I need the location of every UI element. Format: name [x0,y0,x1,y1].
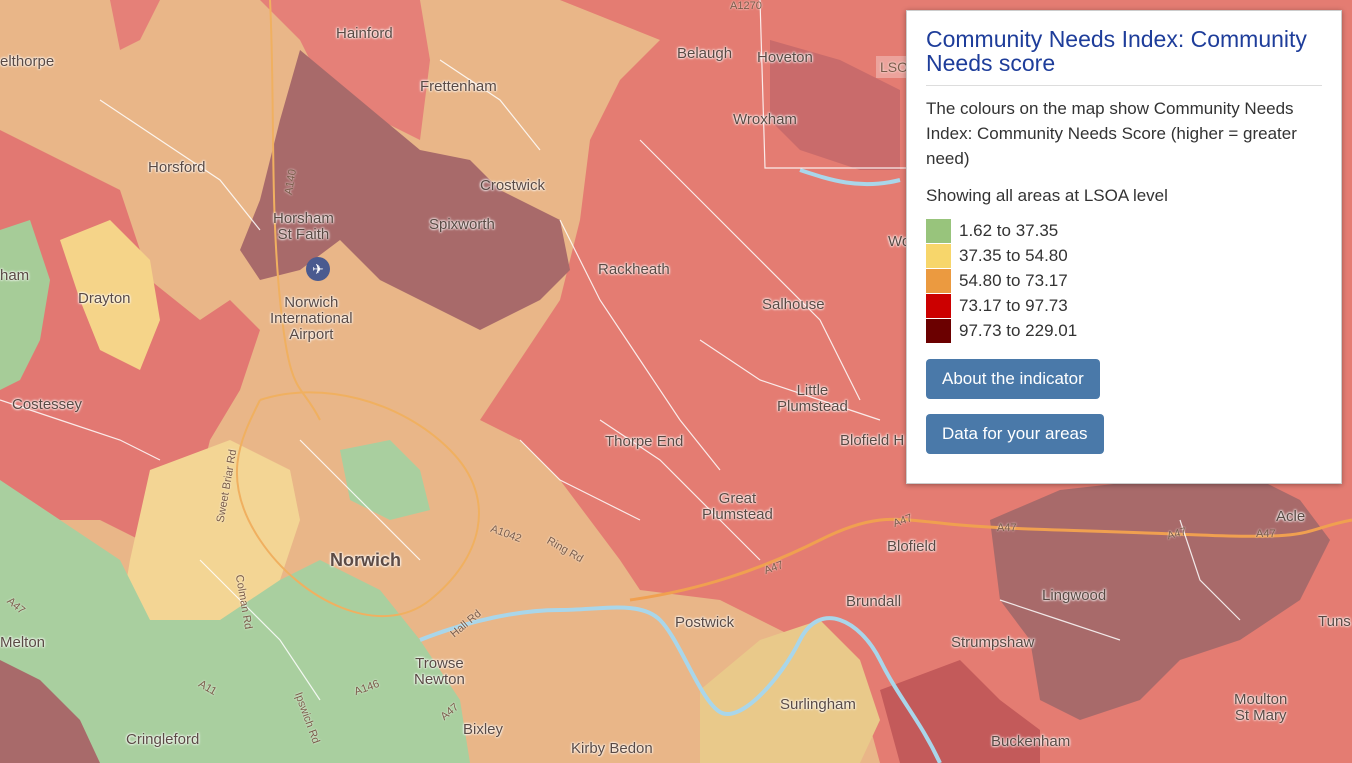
place-lingwood: Lingwood [1042,587,1107,604]
info-panel: Community Needs Index: Community Needs s… [906,10,1342,484]
place-costessey: Costessey [12,396,83,413]
place-norwich-airport: Norwich International Airport [270,294,353,343]
place-hoveton: Hoveton [757,49,813,66]
area-lingwood-dark[interactable] [990,470,1330,720]
place-surlingham: Surlingham [780,696,856,713]
place-postwick: Postwick [675,614,735,631]
area-horsham-dark[interactable] [240,50,570,330]
area-drayton-yellow[interactable] [60,220,160,370]
area-sw-dark[interactable] [0,660,100,763]
place-acle: Acle [1276,508,1306,525]
place-crostwick: Crostwick [480,177,546,194]
airport-icon: ✈ [306,257,330,281]
place-brundall: Brundall [846,593,902,610]
place-taverham: ham [0,267,30,284]
area-central-green[interactable] [340,440,430,520]
legend-swatch [926,293,951,318]
place-moulton-st-mary: Moulton St Mary [1234,691,1288,724]
legend-swatch [926,318,951,343]
panel-title: Community Needs Index: Community Needs s… [926,27,1322,86]
place-norwich: Norwich [330,550,402,570]
legend: 1.62 to 37.35 37.35 to 54.80 54.80 to 73… [926,218,1322,343]
legend-swatch [926,218,951,243]
area-nw-red-2[interactable] [110,0,160,50]
area-south-yellow[interactable] [700,620,880,763]
place-woodbastwick: Wo [888,233,911,250]
legend-label: 97.73 to 229.01 [959,320,1078,340]
place-horsham-st-faith: Horsham St Faith [273,210,334,243]
area-sw-green[interactable] [0,480,470,763]
place-wroxham: Wroxham [733,111,797,128]
place-drayton: Drayton [78,290,131,307]
area-hoveton-dark[interactable] [770,40,900,170]
place-thorpe-end: Thorpe End [605,433,684,450]
area-se-dark[interactable] [880,660,1040,763]
legend-item: 73.17 to 97.73 [926,293,1322,318]
place-melton: Melton [0,634,46,651]
place-felthorpe: elthorpe [0,53,55,70]
area-west-green[interactable] [0,220,50,390]
area-central-yellow[interactable] [120,440,300,640]
place-spixworth: Spixworth [429,216,495,233]
road-lsoa-label: LSO [876,56,913,78]
place-trowse-newton: Trowse Newton [414,655,465,688]
legend-label: 54.80 to 73.17 [959,270,1068,290]
legend-swatch [926,268,951,293]
legend-item: 97.73 to 229.01 [926,318,1322,343]
panel-showing-text: Showing all areas at LSOA level [926,186,1168,205]
place-belaugh: Belaugh [677,45,733,62]
place-cringleford: Cringleford [126,731,200,748]
place-rackheath: Rackheath [598,261,670,278]
place-great-plumstead: Great Plumstead [702,490,773,523]
data-for-areas-button[interactable]: Data for your areas [926,414,1104,454]
legend-item: 37.35 to 54.80 [926,243,1322,268]
legend-label: 37.35 to 54.80 [959,245,1068,265]
road-a1270: A1270 [730,0,762,12]
place-hainford: Hainford [336,25,393,42]
place-tunstall: Tuns [1318,613,1351,630]
place-strumpshaw: Strumpshaw [951,634,1035,651]
place-blofield: Blofield [887,538,937,555]
legend-swatch [926,243,951,268]
place-bixley: Bixley [463,721,504,738]
place-horsford: Horsford [148,159,206,176]
place-buckenham: Buckenham [991,733,1071,750]
place-little-plumstead: Little Plumstead [777,382,848,415]
place-blofield-heath: Blofield H [840,432,905,449]
legend-label: 73.17 to 97.73 [959,295,1068,315]
road-a47-r2: A47 [997,522,1017,534]
area-nw-red[interactable] [260,0,430,140]
place-frettenham: Frettenham [420,78,497,95]
about-indicator-button[interactable]: About the indicator [926,359,1100,399]
legend-label: 1.62 to 37.35 [959,220,1059,240]
place-kirby-bedon: Kirby Bedon [571,740,653,757]
road-a47-r4: A47 [1256,528,1276,540]
place-salhouse: Salhouse [762,296,825,313]
panel-description: The colours on the map show Community Ne… [926,99,1297,168]
legend-item: 54.80 to 73.17 [926,268,1322,293]
legend-item: 1.62 to 37.35 [926,218,1322,243]
